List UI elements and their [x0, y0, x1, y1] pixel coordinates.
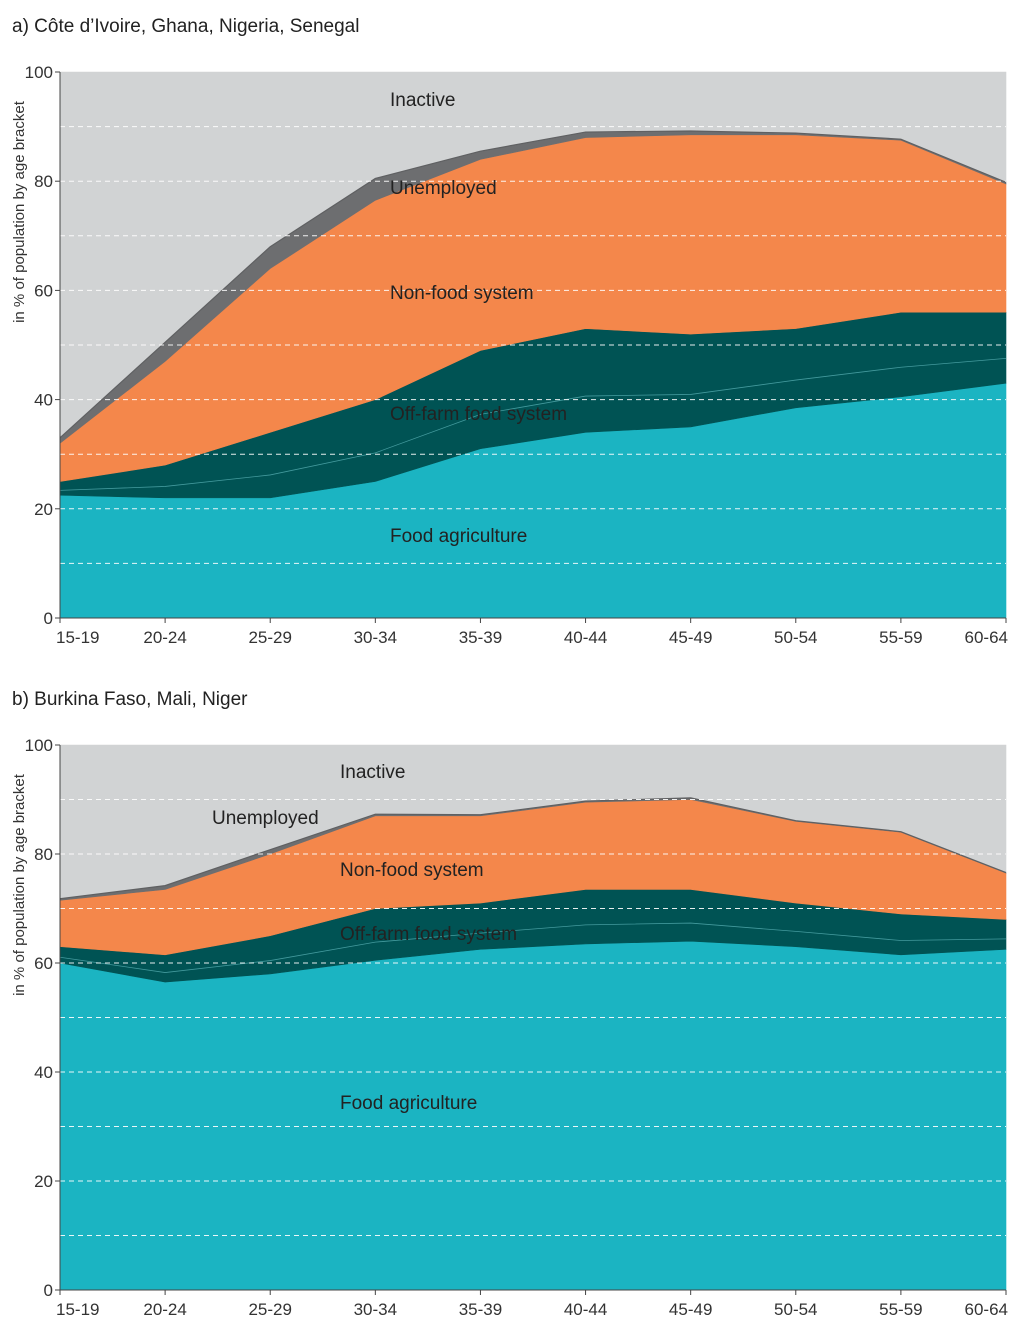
chart-a-y-tick-label: 60	[34, 281, 53, 300]
chart-a-x-tick-label: 40-44	[564, 628, 607, 647]
chart-b-x-tick-label: 20-24	[143, 1300, 186, 1319]
chart-b-x-tick-label: 45-49	[669, 1300, 712, 1319]
chart-a-label-off-farm-food-system: Off-farm food system	[390, 404, 567, 425]
chart-b-title: b) Burkina Faso, Mali, Niger	[12, 689, 248, 710]
chart-a-employed-edge	[59, 130, 1007, 439]
chart-a-y-tick-label: 100	[25, 63, 53, 82]
chart-b-y-tick-label: 80	[34, 845, 53, 864]
chart-b-offfarm-divider	[59, 922, 1007, 973]
chart-b-x-tick-label: 60-64	[965, 1300, 1008, 1319]
chart-b-employed-edge	[59, 797, 1007, 900]
chart-a-y-tick-label: 80	[34, 172, 53, 191]
chart-b-label-unemployed: Unemployed	[212, 808, 319, 829]
chart-b-x-tick-label: 55-59	[879, 1300, 922, 1319]
chart-a-x-tick-label: 50-54	[774, 628, 817, 647]
chart-b-y-tick-label: 0	[44, 1281, 53, 1300]
chart-a-label-food-agriculture: Food agriculture	[390, 526, 527, 547]
chart-b-x-tick-label: 15-19	[56, 1300, 99, 1319]
chart-b-x-tick-label: 25-29	[248, 1300, 291, 1319]
chart-a-y-tick-label: 0	[44, 609, 53, 628]
chart-b-label-non-food-system: Non-food system	[340, 860, 484, 881]
chart-b-y-tick-label: 20	[34, 1172, 53, 1191]
chart-a-label-unemployed: Unemployed	[390, 178, 497, 199]
chart-a-x-tick-label: 25-29	[248, 628, 291, 647]
chart-b-area-food-agriculture	[59, 940, 1007, 1291]
chart-a-y-tick-label: 20	[34, 500, 53, 519]
chart-a-label-inactive: Inactive	[390, 90, 455, 111]
chart-a-x-tick-label: 15-19	[56, 628, 99, 647]
chart-b-label-food-agriculture: Food agriculture	[340, 1093, 477, 1114]
chart-b-y-tick-label: 40	[34, 1063, 53, 1082]
chart-b-x-tick-label: 30-34	[354, 1300, 397, 1319]
chart-a-offfarm-divider	[59, 357, 1007, 491]
chart-b-x-tick-label: 40-44	[564, 1300, 607, 1319]
chart-a-x-tick-label: 20-24	[143, 628, 186, 647]
chart-b-x-tick-label: 50-54	[774, 1300, 817, 1319]
chart-a-x-tick-label: 55-59	[879, 628, 922, 647]
chart-b-label-inactive: Inactive	[340, 762, 405, 783]
chart-a-x-tick-label: 35-39	[459, 628, 502, 647]
chart-a-x-tick-label: 30-34	[354, 628, 397, 647]
chart-a-y-axis-label: in % of population by age bracket	[11, 100, 28, 323]
chart-b-y-tick-label: 100	[25, 736, 53, 755]
chart-a-title: a) Côte d’Ivoire, Ghana, Nigeria, Senega…	[12, 16, 359, 37]
chart-a-label-non-food-system: Non-food system	[390, 283, 534, 304]
chart-b-label-off-farm-food-system: Off-farm food system	[340, 924, 517, 945]
chart-a-x-tick-label: 45-49	[669, 628, 712, 647]
chart-a-x-tick-label: 60-64	[965, 628, 1008, 647]
chart-b: b) Burkina Faso, Mali, Niger 0 20 40 60 80 100…	[11, 689, 1008, 1319]
chart-a: a) Côte d’Ivoire, Ghana, Nigeria, Senega…	[11, 16, 1008, 647]
chart-b-x-tick-label: 35-39	[459, 1300, 502, 1319]
chart-b-y-axis-label: in % of population by age bracket	[11, 773, 28, 996]
chart-b-y-tick-label: 60	[34, 954, 53, 973]
chart-a-y-tick-label: 40	[34, 391, 53, 410]
